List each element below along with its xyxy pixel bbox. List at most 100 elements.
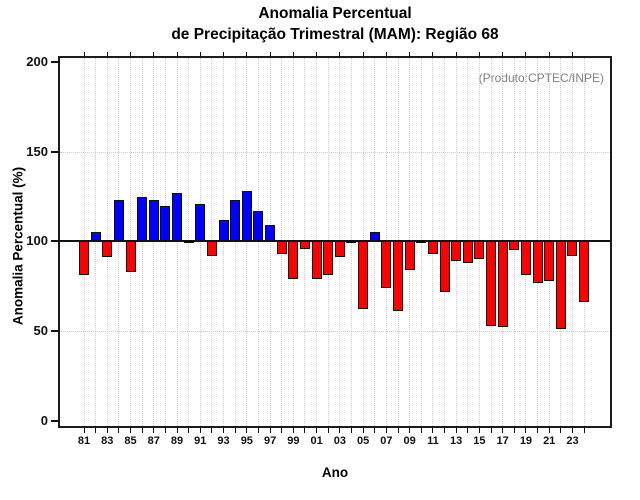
h-gridline <box>60 330 610 332</box>
x-tick <box>153 428 155 433</box>
x-tick <box>304 428 306 433</box>
x-tick-label: 17 <box>496 435 509 447</box>
x-tick <box>316 428 318 433</box>
x-tick <box>490 428 492 433</box>
x-top-tick <box>106 51 108 56</box>
bar-2006 <box>369 232 380 242</box>
x-tick-label: 07 <box>380 435 393 447</box>
x-tick <box>246 428 248 433</box>
x-top-tick <box>316 51 318 56</box>
x-tick <box>234 428 236 433</box>
bar-1995 <box>241 191 252 242</box>
bar-1998 <box>276 241 287 254</box>
x-tick <box>478 428 480 433</box>
x-top-tick <box>176 51 178 56</box>
bar-2016 <box>486 241 497 326</box>
bar-2007 <box>381 241 392 288</box>
x-top-tick <box>455 51 457 56</box>
y-tick-label: 100 <box>26 233 48 249</box>
x-tick <box>95 428 97 433</box>
x-tick <box>350 428 352 433</box>
x-tick <box>257 428 259 433</box>
x-tick-label: 91 <box>194 435 207 447</box>
bar-1984 <box>113 200 124 242</box>
x-tick <box>513 428 515 433</box>
x-tick-label: 99 <box>287 435 300 447</box>
x-top-tick <box>83 51 85 56</box>
x-tick-label: 03 <box>333 435 346 447</box>
x-tick <box>269 428 271 433</box>
x-tick <box>130 428 132 433</box>
y-tick <box>51 61 59 64</box>
bar-1996 <box>253 210 264 242</box>
x-tick <box>199 428 201 433</box>
x-tick <box>327 428 329 433</box>
x-top-tick <box>246 51 248 56</box>
x-top-tick <box>223 51 225 56</box>
bar-2019 <box>520 241 531 276</box>
x-tick <box>444 428 446 433</box>
chart-title-line1: Anomalia Percentual <box>258 5 412 22</box>
x-tick-label: 83 <box>101 435 114 447</box>
x-top-tick <box>385 51 387 56</box>
x-tick <box>397 428 399 433</box>
x-tick <box>164 428 166 433</box>
x-tick <box>583 428 585 433</box>
chart-title-line2: de Precipitação Trimestral (MAM): Região… <box>171 26 499 43</box>
y-tick-label: 150 <box>26 143 48 159</box>
x-tick-label: 23 <box>566 435 579 447</box>
x-tick-label: 21 <box>543 435 556 447</box>
x-top-tick <box>525 51 527 56</box>
x-tick <box>409 428 411 433</box>
x-tick-label: 81 <box>77 435 91 447</box>
x-tick <box>560 428 562 433</box>
bar-2013 <box>451 241 462 262</box>
x-tick <box>502 428 504 433</box>
x-tick <box>118 428 120 433</box>
x-tick-label: 19 <box>519 435 533 447</box>
bar-2022 <box>555 241 566 330</box>
bar-2002 <box>323 241 334 276</box>
x-top-tick <box>409 51 411 56</box>
bar-1994 <box>230 200 241 242</box>
bar-1987 <box>148 200 159 242</box>
x-tick <box>223 428 225 433</box>
x-top-tick <box>548 51 550 56</box>
y-tick <box>51 240 59 243</box>
x-top-tick <box>153 51 155 56</box>
y-tick-label: 200 <box>26 54 48 70</box>
x-top-tick <box>269 51 271 56</box>
x-tick-label: 93 <box>217 435 230 447</box>
x-top-tick <box>292 51 294 56</box>
bar-1983 <box>102 241 113 258</box>
x-top-tick <box>339 51 341 56</box>
x-axis-title: Ano <box>321 465 349 480</box>
x-tick-label: 13 <box>450 435 463 447</box>
bar-1990 <box>183 239 194 243</box>
x-tick-label: 15 <box>473 435 486 447</box>
x-tick-label: 97 <box>263 435 277 447</box>
bar-1981 <box>79 241 89 276</box>
bar-1989 <box>172 192 183 242</box>
bar-2009 <box>404 241 415 270</box>
x-top-tick <box>502 51 504 56</box>
x-tick <box>362 428 364 433</box>
x-tick-label: 11 <box>427 435 439 447</box>
bar-2003 <box>334 241 345 258</box>
x-tick-label: 95 <box>240 435 253 447</box>
x-tick <box>525 428 527 433</box>
h-gridline <box>60 151 610 153</box>
bar-1997 <box>265 225 276 242</box>
bar-2008 <box>393 241 403 312</box>
x-tick <box>571 428 573 433</box>
y-tick <box>51 150 59 153</box>
x-top-tick <box>362 51 364 56</box>
x-tick <box>537 428 539 433</box>
x-tick <box>432 428 434 433</box>
bar-2020 <box>532 241 543 283</box>
x-tick <box>211 428 213 433</box>
y-tick <box>51 329 59 332</box>
bar-1991 <box>195 203 206 242</box>
bar-2000 <box>299 241 310 249</box>
x-tick <box>141 428 143 433</box>
